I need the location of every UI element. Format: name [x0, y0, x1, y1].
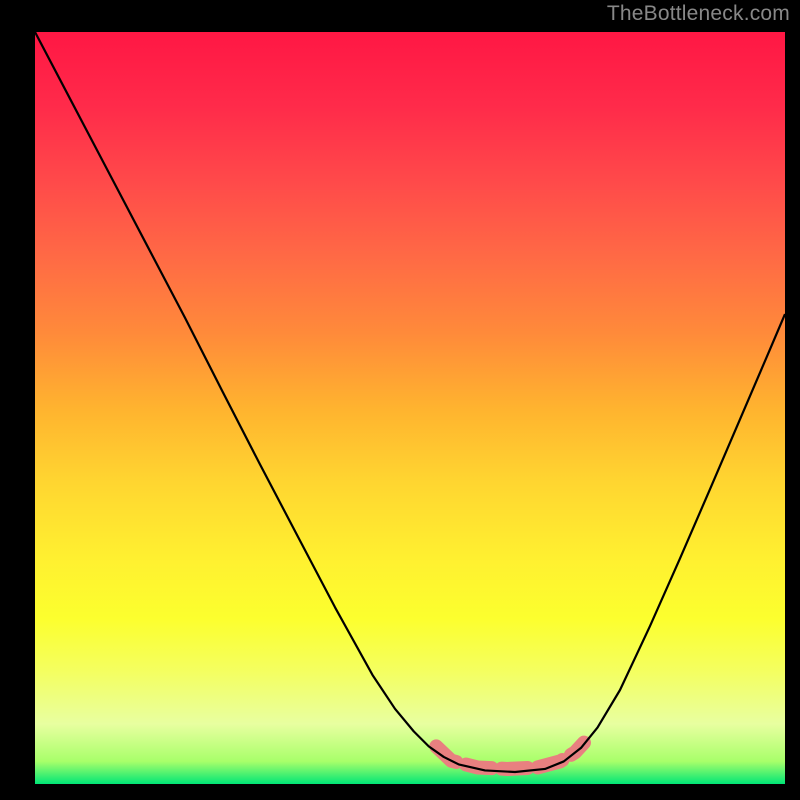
chart-plot — [35, 32, 785, 784]
watermark: TheBottleneck.com — [607, 2, 790, 26]
chart-container: TheBottleneck.com — [0, 0, 800, 800]
gradient-background — [35, 32, 785, 784]
